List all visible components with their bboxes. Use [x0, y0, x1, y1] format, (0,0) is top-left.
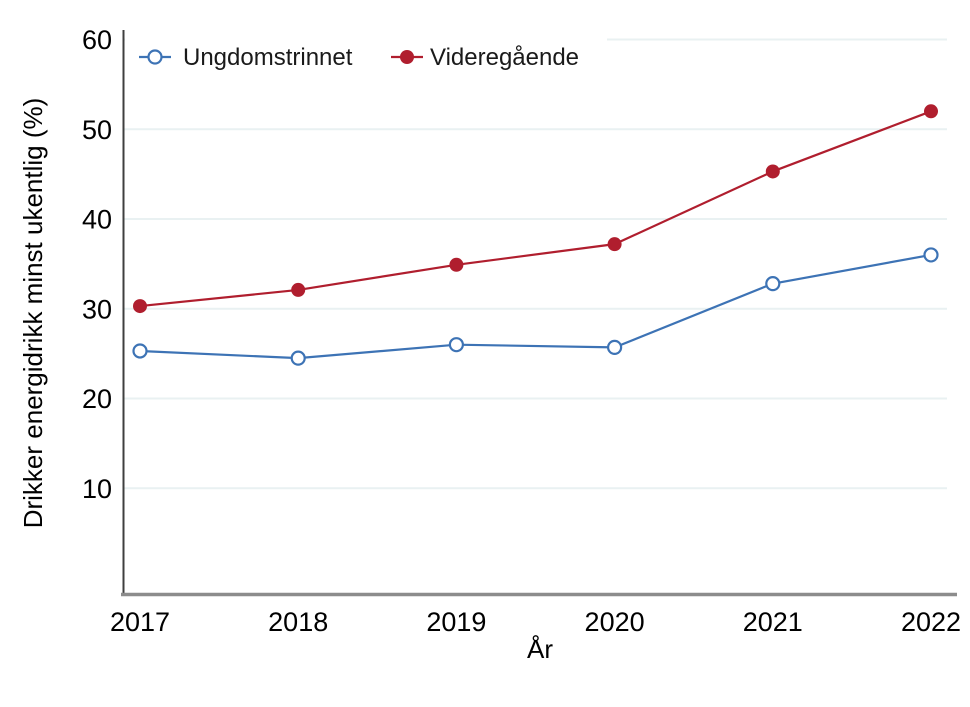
data-point-marker	[290, 350, 306, 366]
data-point-marker	[606, 339, 623, 355]
x-tick-label-2022: 2022	[901, 607, 961, 637]
data-point-marker	[291, 282, 306, 297]
x-tick-label-2017: 2017	[110, 607, 170, 637]
data-point-marker	[132, 343, 148, 359]
data-point-marker	[448, 337, 464, 353]
series-line	[139, 253, 932, 360]
y-tick-label-20: 20	[82, 384, 112, 414]
legend-item-videregaende: Videregående	[391, 44, 579, 71]
data-point-marker	[449, 257, 464, 272]
data-point-marker	[924, 104, 938, 119]
y-tick-label-30: 30	[82, 294, 112, 324]
series-layer	[132, 104, 939, 366]
y-tick-labels: 10 20 30 40 50 60	[82, 25, 112, 504]
y-axis-title: Drikker energidrikk minst ukentlig (%)	[18, 98, 48, 529]
x-tick-label-2018: 2018	[268, 607, 328, 637]
axes	[121, 30, 957, 597]
legend-open-circle-icon	[147, 49, 163, 65]
x-tick-label-2021: 2021	[743, 607, 803, 637]
x-tick-label-2020: 2020	[585, 607, 645, 637]
series-videregående	[133, 104, 938, 314]
data-point-marker	[133, 299, 147, 314]
series-line	[139, 110, 932, 308]
data-point-marker	[765, 276, 781, 292]
x-tick-labels: 2017 2018 2019 2020 2021 2022	[110, 607, 961, 637]
y-tick-label-60: 60	[82, 25, 112, 55]
y-tick-label-50: 50	[82, 115, 112, 145]
legend-filled-circle-icon	[400, 50, 414, 64]
data-point-marker	[923, 247, 939, 263]
x-axis-title: År	[527, 634, 553, 664]
legend-background	[125, 32, 607, 78]
x-tick-label-2019: 2019	[426, 607, 486, 637]
data-point-marker	[607, 237, 622, 252]
legend: Ungdomstrinnet Videregående	[139, 44, 579, 71]
gridlines	[124, 38, 947, 490]
legend-label-videregaende: Videregående	[430, 44, 579, 71]
series-ungdomstrinnet	[132, 247, 939, 366]
data-point-marker	[765, 164, 780, 179]
y-tick-label-40: 40	[82, 205, 112, 235]
y-tick-label-10: 10	[82, 474, 112, 504]
legend-item-ungdomstrinnet: Ungdomstrinnet	[139, 44, 353, 71]
legend-label-ungdomstrinnet: Ungdomstrinnet	[183, 44, 353, 71]
